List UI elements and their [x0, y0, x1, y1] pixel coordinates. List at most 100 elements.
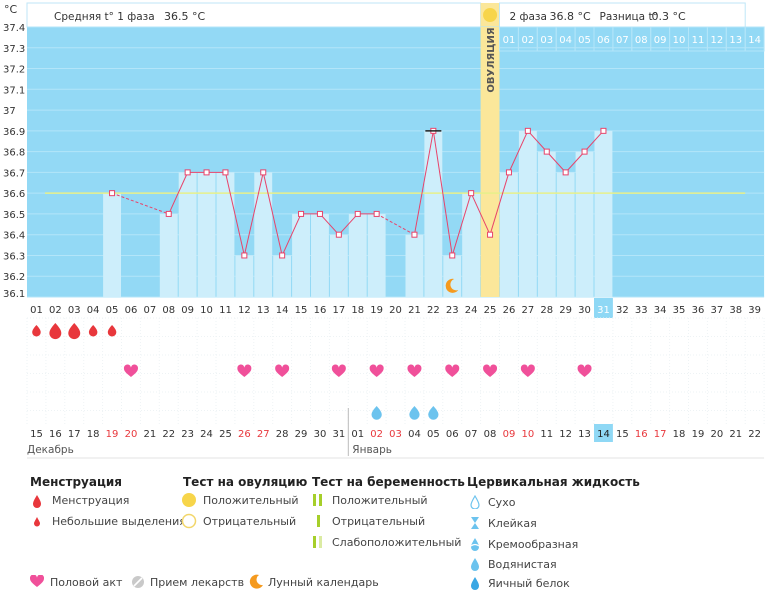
cycle-day-label: 17 — [332, 305, 345, 316]
ovulation-negative-icon — [181, 513, 197, 529]
temperature-point — [203, 169, 210, 176]
calendar-day-label: 08 — [484, 429, 497, 440]
legend-cervical-creamy: Кремообразная — [488, 538, 579, 551]
intercourse-heart-icon — [237, 364, 252, 377]
temperature-line-dashed — [111, 192, 169, 215]
temperature-bar — [311, 213, 329, 297]
month-label-right: Январь — [352, 444, 392, 456]
phase2-day-label: 01 — [503, 35, 516, 46]
temperature-bar — [254, 172, 273, 297]
temperature-point — [449, 252, 456, 259]
header-phase2-label: 2 фаза — [510, 11, 547, 23]
calendar-day-label: 22 — [748, 429, 761, 440]
temperature-bar — [575, 151, 594, 297]
cycle-day-label: 13 — [257, 305, 270, 316]
cycle-day-label: 18 — [351, 305, 364, 316]
cycle-day-label: 06 — [125, 305, 138, 316]
temperature-point — [373, 210, 380, 217]
y-tick-label: 36.5 — [3, 210, 25, 221]
temperature-bar — [292, 213, 310, 297]
cervical-watery-icon — [471, 558, 479, 571]
temperature-bar — [500, 172, 518, 297]
calendar-day-label: 07 — [465, 429, 478, 440]
cycle-day-label: 25 — [484, 305, 497, 316]
light-spotting-drop-icon — [34, 517, 40, 527]
cervical-creamy-icon — [470, 538, 480, 551]
temperature-bar — [348, 213, 367, 297]
cycle-day-label: 20 — [389, 305, 402, 316]
temperature-point — [184, 169, 191, 176]
temperature-bar — [405, 234, 424, 297]
cycle-day-label: 07 — [143, 305, 156, 316]
calendar-day-label: 27 — [257, 429, 270, 440]
intercourse-heart-icon — [407, 364, 422, 377]
temperature-bar — [518, 130, 537, 297]
temperature-point — [562, 169, 569, 176]
temperature-point — [298, 210, 305, 217]
legend-spotting-item: Небольшие выделения — [52, 515, 186, 528]
temperature-point — [109, 190, 116, 197]
y-tick-label: 36.7 — [3, 168, 25, 179]
ovulation-label: ОВУЛЯЦИЯ — [486, 27, 497, 92]
calendar-day-label: 06 — [446, 429, 459, 440]
intercourse-heart-icon — [577, 364, 592, 377]
calendar-day-label: 29 — [295, 429, 308, 440]
y-tick-label: 37.3 — [3, 44, 25, 55]
cycle-day-label: 04 — [87, 305, 100, 316]
temperature-point — [543, 148, 550, 155]
temperature-line — [168, 172, 189, 215]
menstruation-drop-icon — [68, 323, 81, 340]
phase2-day-label: 05 — [578, 35, 591, 46]
calendar-day-label: 11 — [540, 429, 553, 440]
cycle-day-label: 38 — [729, 305, 742, 316]
intercourse-heart-icon — [275, 364, 290, 377]
ovulation-positive-icon — [182, 493, 196, 507]
y-tick-label: 36.9 — [3, 127, 25, 138]
calendar-day-label: 16 — [49, 429, 62, 440]
temperature-line — [470, 192, 491, 235]
calendar-day-label: 17 — [654, 429, 667, 440]
intercourse-heart-icon — [369, 364, 384, 377]
cervical-watery-icon — [409, 406, 420, 420]
temperature-bar — [235, 255, 254, 297]
temperature-point — [241, 252, 248, 259]
cycle-day-label: 05 — [106, 305, 119, 316]
temperature-bar — [537, 151, 556, 297]
cervical-sticky-icon — [471, 517, 479, 529]
current-cycle-day-highlight — [594, 298, 613, 318]
calendar-day-label: 30 — [314, 429, 327, 440]
temperature-point — [505, 169, 512, 176]
calendar-day-label: 02 — [370, 429, 383, 440]
temperature-line — [451, 193, 472, 256]
cycle-day-label: 14 — [276, 305, 289, 316]
phase2-day-label: 02 — [521, 35, 534, 46]
cycle-day-label: 35 — [673, 305, 686, 316]
legend-cervical-title: Цервикальная жидкость — [467, 475, 640, 489]
phase2-day-label: 14 — [748, 35, 761, 46]
calendar-day-label: 26 — [238, 429, 251, 440]
cervical-watery-icon — [428, 406, 439, 420]
temperature-line — [262, 172, 283, 256]
calendar-day-label: 21 — [729, 429, 742, 440]
calendar-day-label: 05 — [427, 429, 440, 440]
pregnancy-negative-icon — [317, 515, 320, 527]
phase2-day-label: 03 — [540, 35, 553, 46]
calendar-day-label: 14 — [597, 429, 610, 440]
legend-moon: Лунный календарь — [268, 576, 379, 589]
cycle-day-label: 39 — [748, 305, 761, 316]
temperature-line — [527, 130, 548, 152]
temperature-line — [508, 130, 529, 173]
calendar-day-label: 12 — [559, 429, 572, 440]
cycle-day-label: 27 — [521, 305, 534, 316]
temperature-point — [468, 190, 475, 197]
cycle-day-label: 37 — [710, 305, 723, 316]
calendar-day-label: 20 — [710, 429, 723, 440]
calendar-day-label: 19 — [692, 429, 705, 440]
temperature-point — [524, 127, 531, 134]
calendar-day-label: 01 — [351, 429, 364, 440]
legend-intercourse: Половой акт — [50, 576, 123, 589]
header-diff-label: Разница t° — [600, 11, 658, 23]
month-label-left: Декабрь — [27, 444, 74, 456]
temperature-bar — [594, 130, 613, 297]
